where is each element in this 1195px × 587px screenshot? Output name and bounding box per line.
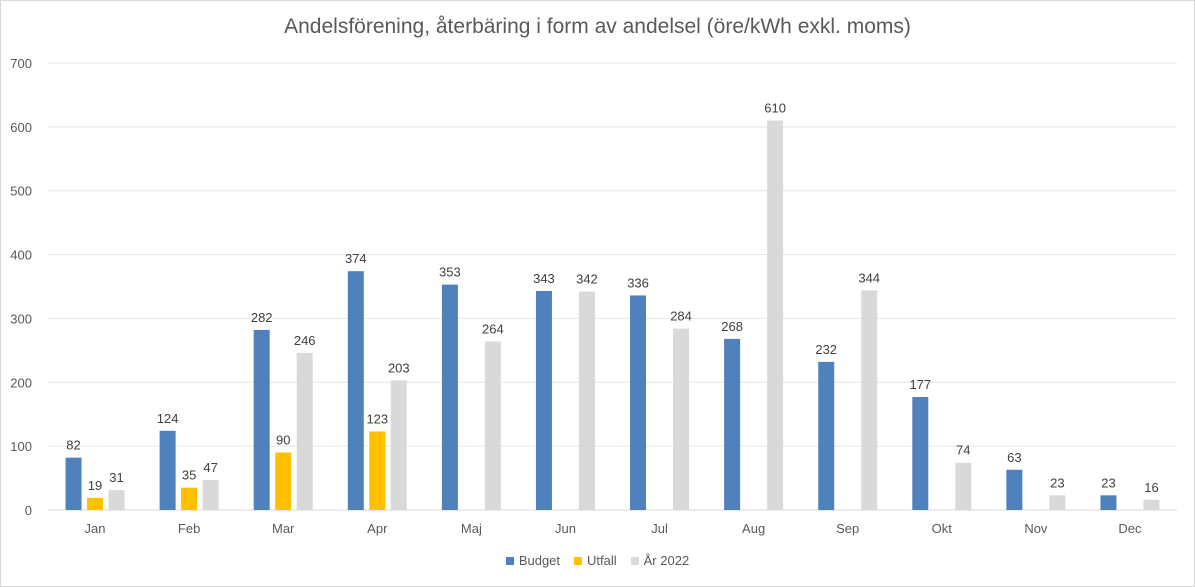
x-tick-label: Apr	[367, 521, 388, 536]
bar--r-2022	[390, 380, 407, 510]
bar-budget	[253, 329, 270, 510]
data-label: 353	[439, 265, 461, 280]
bar--r-2022	[296, 352, 313, 510]
data-label: 124	[157, 411, 179, 426]
data-label: 90	[276, 433, 290, 448]
data-label: 82	[66, 438, 80, 453]
bar-budget	[912, 396, 929, 510]
data-label: 123	[366, 411, 388, 426]
legend-label: År 2022	[643, 553, 690, 568]
legend-label: Utfall	[587, 553, 617, 568]
x-tick-label: Aug	[742, 521, 765, 536]
data-label: 610	[764, 100, 786, 115]
bar-budget	[630, 295, 647, 510]
data-label: 19	[88, 478, 102, 493]
y-tick-label: 400	[10, 248, 32, 263]
y-tick-label: 0	[25, 503, 32, 518]
y-tick-label: 600	[10, 120, 32, 135]
data-label: 203	[388, 360, 410, 375]
x-tick-label: Feb	[178, 521, 200, 536]
y-tick-label: 100	[10, 439, 32, 454]
bar--r-2022	[578, 291, 595, 510]
x-tick-label: Sep	[836, 521, 859, 536]
x-tick-label: Jan	[85, 521, 106, 536]
data-label: 343	[533, 271, 555, 286]
bar--r-2022	[484, 341, 501, 510]
data-label: 336	[627, 275, 649, 290]
bar--r-2022	[202, 479, 219, 510]
x-tick-label: Jul	[651, 521, 668, 536]
x-tick-label: Maj	[461, 521, 482, 536]
legend-item: År 2022	[630, 553, 690, 568]
data-label: 177	[909, 377, 931, 392]
x-tick-label: Nov	[1024, 521, 1048, 536]
bar--r-2022	[1143, 499, 1160, 510]
legend-swatch	[630, 556, 639, 565]
bar-budget	[724, 338, 741, 510]
bar-budget	[441, 284, 458, 510]
legend: Budget Utfall År 2022	[0, 553, 1195, 568]
data-label: 232	[815, 342, 837, 357]
bar-budget	[347, 271, 364, 510]
y-tick-label: 200	[10, 375, 32, 390]
data-label: 268	[721, 319, 743, 334]
legend-item: Utfall	[574, 553, 617, 568]
bar-utfall	[369, 431, 386, 510]
y-tick-label: 500	[10, 184, 32, 199]
data-label: 23	[1101, 475, 1115, 490]
bar-budget	[159, 430, 176, 510]
bar--r-2022	[108, 490, 125, 510]
data-label: 264	[482, 321, 504, 336]
y-tick-label: 700	[10, 56, 32, 71]
x-tick-label: Okt	[932, 521, 953, 536]
legend-swatch	[574, 556, 583, 565]
data-label: 282	[251, 310, 273, 325]
bar-utfall	[181, 487, 198, 510]
x-tick-label: Mar	[272, 521, 295, 536]
legend-label: Budget	[518, 553, 561, 568]
legend-swatch	[505, 556, 514, 565]
bar--r-2022	[767, 120, 784, 510]
data-label: 284	[670, 309, 692, 324]
bar-budget	[1006, 469, 1023, 510]
bar-budget	[1100, 495, 1117, 510]
data-label: 374	[345, 251, 367, 266]
bar-utfall	[87, 497, 104, 510]
data-label: 246	[294, 333, 316, 348]
x-tick-label: Jun	[555, 521, 576, 536]
bar--r-2022	[1049, 495, 1066, 510]
bar-budget	[65, 457, 82, 510]
x-tick-label: Dec	[1118, 521, 1142, 536]
chart-title: Andelsförening, återbäring i form av and…	[284, 15, 911, 38]
data-label: 63	[1007, 450, 1021, 465]
data-label: 47	[203, 460, 217, 475]
bar-budget	[818, 361, 835, 510]
data-label: 23	[1050, 475, 1064, 490]
bar-budget	[535, 290, 552, 510]
data-label: 16	[1144, 480, 1158, 495]
data-label: 35	[182, 468, 196, 483]
data-label: 342	[576, 272, 598, 287]
y-tick-label: 300	[10, 311, 32, 326]
data-label: 74	[956, 443, 970, 458]
bar--r-2022	[673, 328, 690, 510]
bar-utfall	[275, 452, 292, 510]
legend-item: Budget	[505, 553, 561, 568]
data-label: 31	[109, 470, 123, 485]
bar--r-2022	[861, 290, 878, 510]
data-label: 344	[858, 270, 880, 285]
bar--r-2022	[955, 462, 972, 510]
